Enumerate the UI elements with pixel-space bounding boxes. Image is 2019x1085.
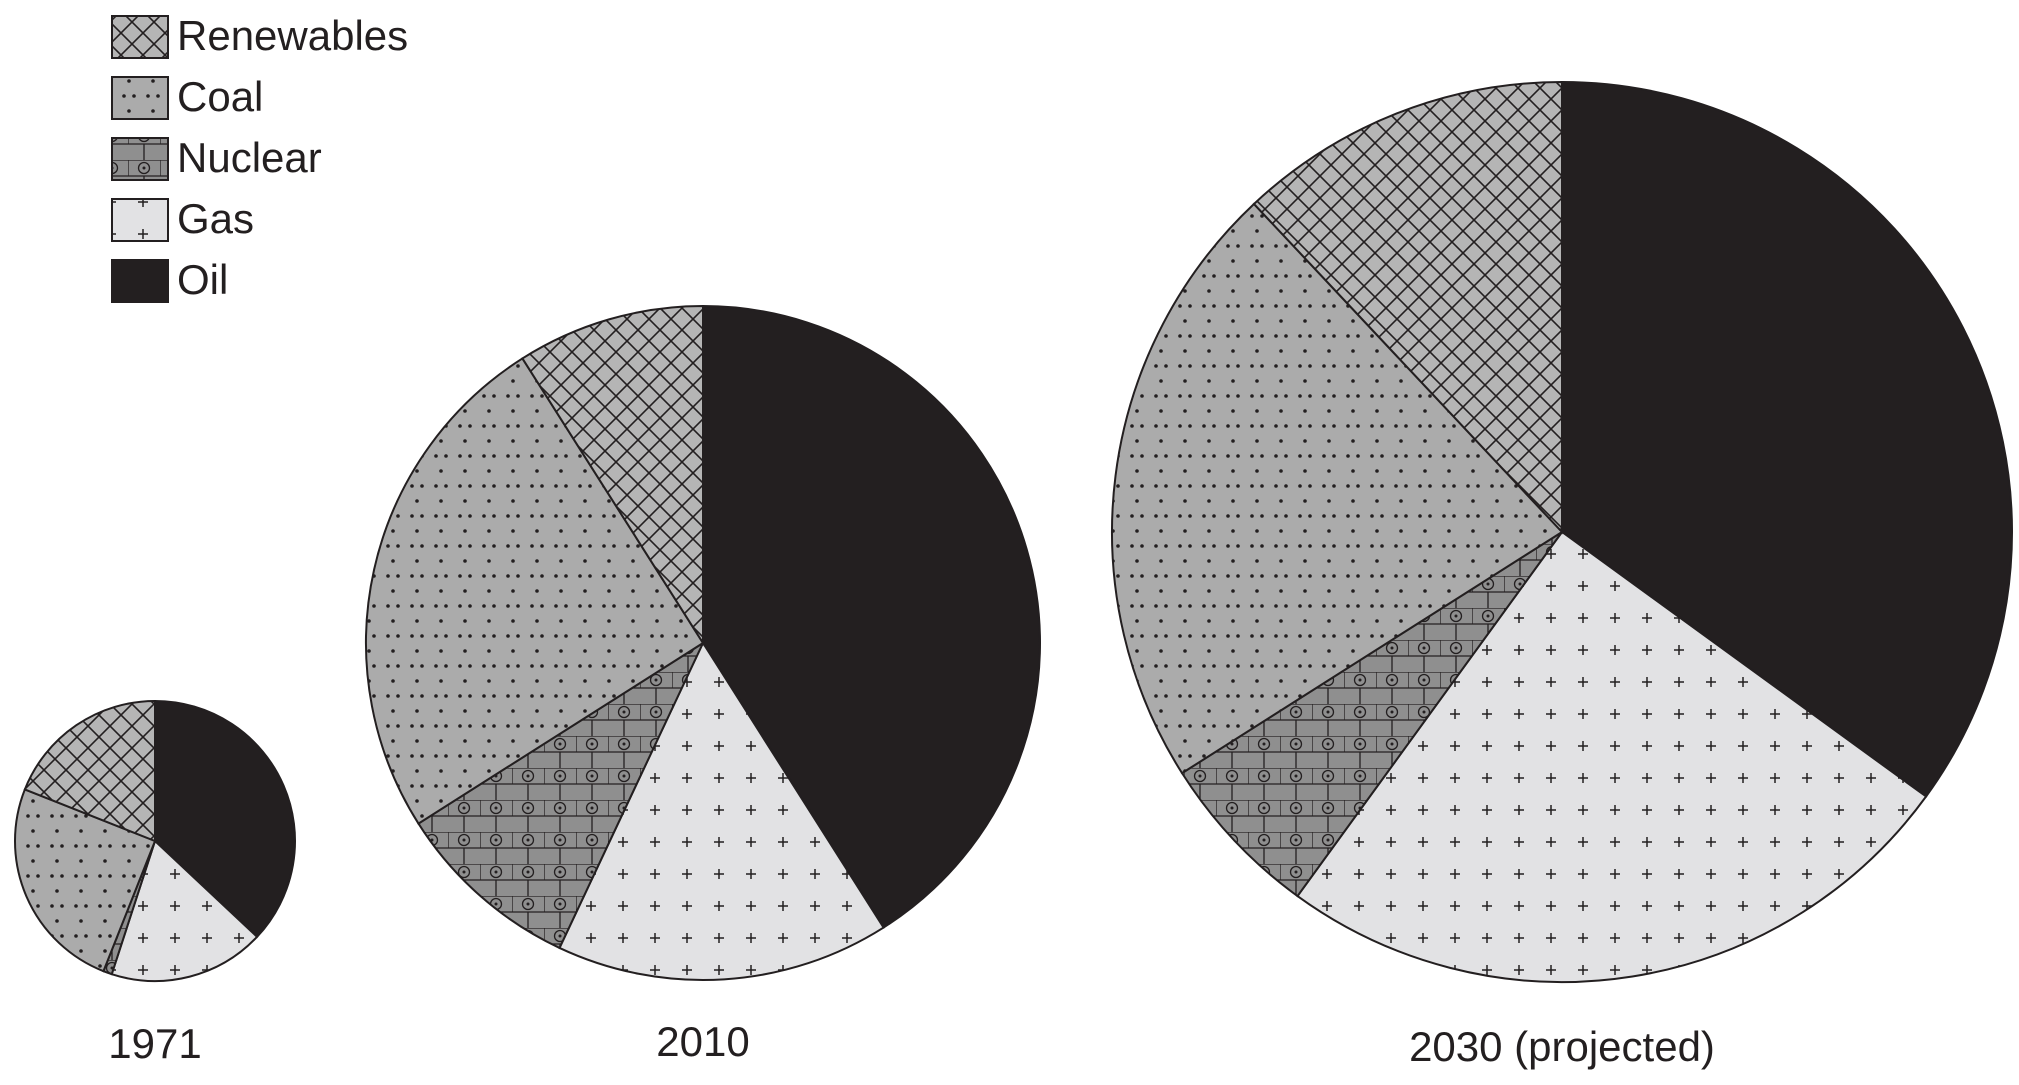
pie-slice	[702, 304, 1041, 929]
legend-label: Coal	[177, 73, 263, 120]
pie-slice	[417, 640, 706, 950]
pie-slice	[1111, 202, 1564, 775]
pie-slice	[558, 640, 885, 981]
pie-slice	[1252, 80, 1563, 535]
pie-label: 1971	[108, 1020, 201, 1067]
legend-swatch	[111, 76, 169, 120]
legend-label: Renewables	[177, 12, 408, 59]
pie-slice	[1561, 80, 2014, 798]
pie-slice	[154, 699, 297, 939]
legend-swatch	[111, 198, 169, 242]
legend-swatch	[111, 15, 169, 59]
legend-label: Gas	[177, 195, 254, 242]
pie-slice	[1296, 530, 1928, 983]
legend-swatch	[111, 137, 169, 181]
legend-swatch	[111, 259, 169, 303]
pie-slice	[14, 788, 157, 973]
pie-slice	[110, 839, 259, 982]
pie-slice	[1180, 531, 1563, 898]
legend-label: Oil	[177, 256, 228, 303]
legend-label: Nuclear	[177, 134, 322, 181]
pie-slice	[365, 357, 705, 825]
pie-slice	[23, 699, 156, 843]
pie-label: 2010	[656, 1018, 749, 1065]
pie-slice	[521, 304, 704, 647]
pie-label: 2030 (projected)	[1409, 1023, 1715, 1070]
